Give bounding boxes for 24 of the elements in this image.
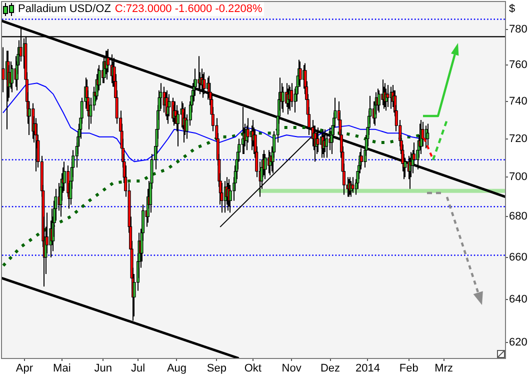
x-tick-label: Jul <box>131 362 146 375</box>
x-tick-label: Feb <box>399 362 418 375</box>
x-tick-label: Jun <box>94 362 112 375</box>
x-tick-label: Dez <box>320 362 340 375</box>
x-tick-label: Mai <box>53 362 71 375</box>
y-tick-label: 700 <box>509 171 528 184</box>
y-tick-label: 660 <box>509 251 528 264</box>
y-tick-label: 720 <box>509 132 528 145</box>
y-tick-label: 620 <box>509 336 528 349</box>
x-tick-label: Sep <box>206 362 226 375</box>
x-tick-label: Aug <box>166 362 187 375</box>
x-tick-label: 2014 <box>355 362 380 375</box>
y-tick-label: 680 <box>509 210 528 223</box>
y-axis-title: $ <box>509 2 516 16</box>
chart-subtitle: C:723.0000 -1.6000 -0.2208% <box>114 3 262 15</box>
y-tick-label: 780 <box>509 24 528 36</box>
x-tick-label: Apr <box>16 362 34 375</box>
y-tick-label: 640 <box>509 293 528 306</box>
chart-title: Palladium USD/OZ <box>18 3 111 15</box>
x-tick-label: Okt <box>244 362 262 375</box>
y-tick-label: 760 <box>509 59 528 72</box>
x-tick-label: Mrz <box>434 362 454 375</box>
y-tick-label: 740 <box>509 95 528 108</box>
x-tick-label: Nov <box>282 362 302 375</box>
